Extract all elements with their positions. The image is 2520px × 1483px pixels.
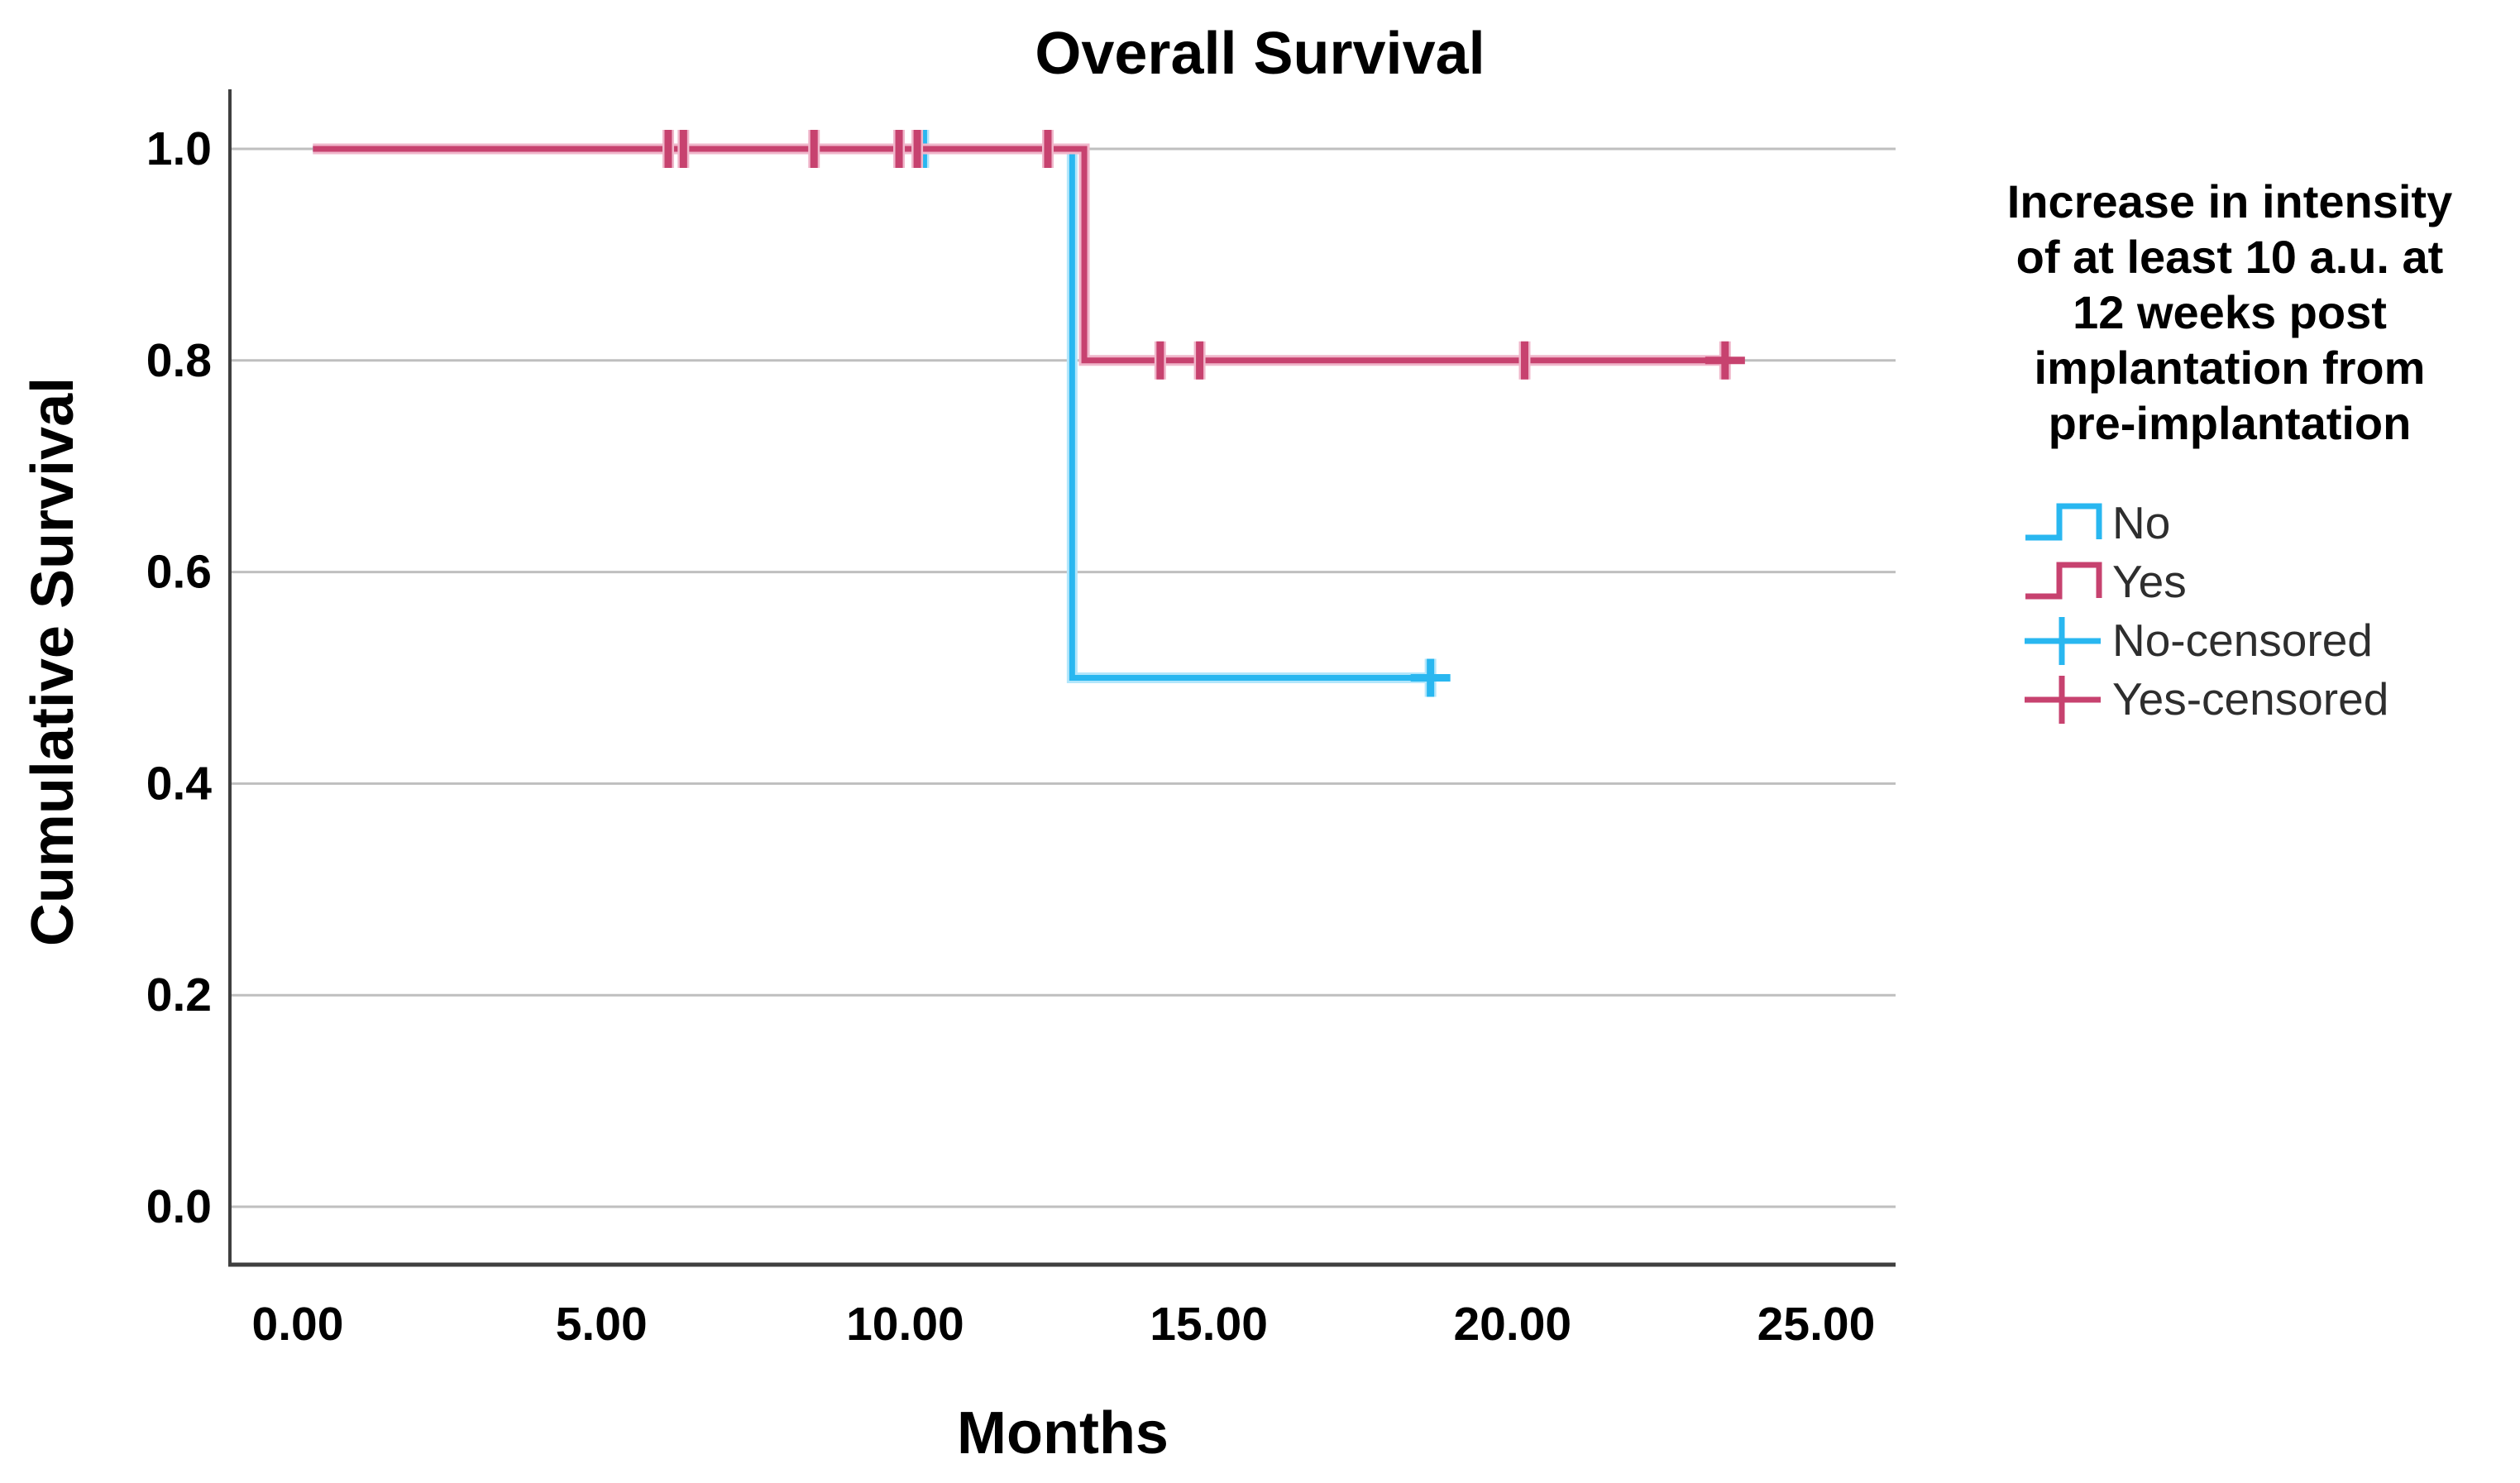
- legend-label: Yes: [2112, 555, 2187, 607]
- y-tick-label: 0.2: [146, 969, 212, 1021]
- y-tick-label: 0.6: [146, 546, 212, 599]
- step-line-symbol: [2025, 562, 2102, 599]
- survival-curve-yes: [313, 146, 1725, 364]
- y-tick-label: 1.0: [146, 122, 212, 175]
- legend-item-yes-censored: Yes-censored: [2023, 669, 2389, 728]
- legend-title-line: implantation from: [2034, 342, 2426, 394]
- y-tick-label: 0.4: [146, 757, 213, 810]
- survival-curve-halo-yes: [313, 143, 1725, 366]
- legend-title-line: 12 weeks post: [2073, 286, 2387, 338]
- legend-title-line: of at least 10 a.u. at: [2016, 231, 2444, 283]
- legend-title-line: pre-implantation: [2048, 397, 2412, 449]
- chart-title: Overall Survival: [1035, 21, 1485, 87]
- legend-title-line: Increase in intensity: [2006, 175, 2453, 227]
- legend-item-no: No: [2023, 493, 2389, 552]
- legend-title: Increase in intensity of at least 10 a.u…: [1934, 174, 2520, 451]
- survival-curve-halo-no: [313, 143, 1431, 683]
- legend-item-yes: Yes: [2023, 552, 2389, 610]
- censor-plus-symbol: [2025, 675, 2101, 724]
- x-tick-label: 5.00: [556, 1298, 648, 1351]
- y-tick-label: 0.8: [146, 334, 212, 387]
- survival-curve-no: [313, 146, 1431, 681]
- x-tick-label: 0.00: [252, 1298, 344, 1351]
- legend-label: No: [2112, 496, 2171, 548]
- legend-label: No-censored: [2112, 614, 2373, 666]
- y-tick-label: 0.0: [146, 1180, 212, 1233]
- step-line-symbol-stroke: [2025, 503, 2102, 540]
- x-tick-label: 15.00: [1150, 1298, 1268, 1351]
- x-tick-label: 25.00: [1757, 1298, 1876, 1351]
- legend-label: Yes-censored: [2112, 672, 2389, 725]
- x-axis-title: Months: [957, 1400, 1169, 1466]
- legend-items: No Yes No-censored Yes-censored: [2023, 493, 2389, 728]
- step-line-symbol: [2025, 503, 2102, 540]
- censor-plus-symbol: [2025, 616, 2101, 665]
- x-tick-label: 20.00: [1453, 1298, 1571, 1351]
- legend-item-no-censored: No-censored: [2023, 610, 2389, 669]
- step-line-symbol-stroke: [2025, 562, 2102, 599]
- x-tick-label: 10.00: [846, 1298, 964, 1351]
